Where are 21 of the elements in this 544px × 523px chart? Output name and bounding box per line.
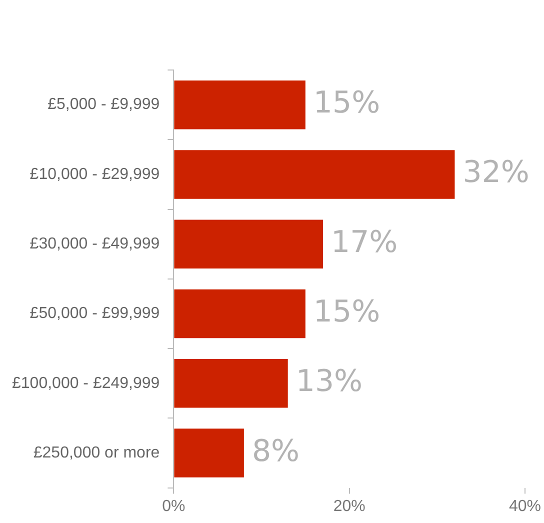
x-tick-label: 0% — [162, 498, 186, 515]
data-label: 32% — [462, 155, 530, 190]
y-tick-label: £10,000 - £29,999 — [30, 166, 160, 183]
bar — [174, 358, 288, 408]
bar — [174, 289, 306, 338]
y-tick-label: £50,000 - £99,999 — [30, 305, 160, 322]
y-tick-label: £250,000 or more — [33, 444, 160, 462]
bar — [174, 220, 323, 268]
data-label: 17% — [330, 224, 398, 260]
bar — [174, 150, 455, 199]
x-tick-label: 20% — [333, 498, 366, 515]
y-tick-label: £100,000 - £249,999 — [12, 374, 160, 392]
x-tick-label: 40% — [508, 498, 542, 515]
y-tick-label: £30,000 - £49,999 — [30, 235, 160, 252]
data-label: 15% — [313, 294, 380, 330]
y-tick-label: £5,000 - £9,999 — [48, 96, 160, 114]
data-label: 15% — [313, 86, 380, 121]
bar — [174, 80, 306, 130]
data-label: 8% — [252, 434, 300, 469]
data-label: 13% — [296, 364, 363, 400]
bar — [174, 428, 244, 478]
